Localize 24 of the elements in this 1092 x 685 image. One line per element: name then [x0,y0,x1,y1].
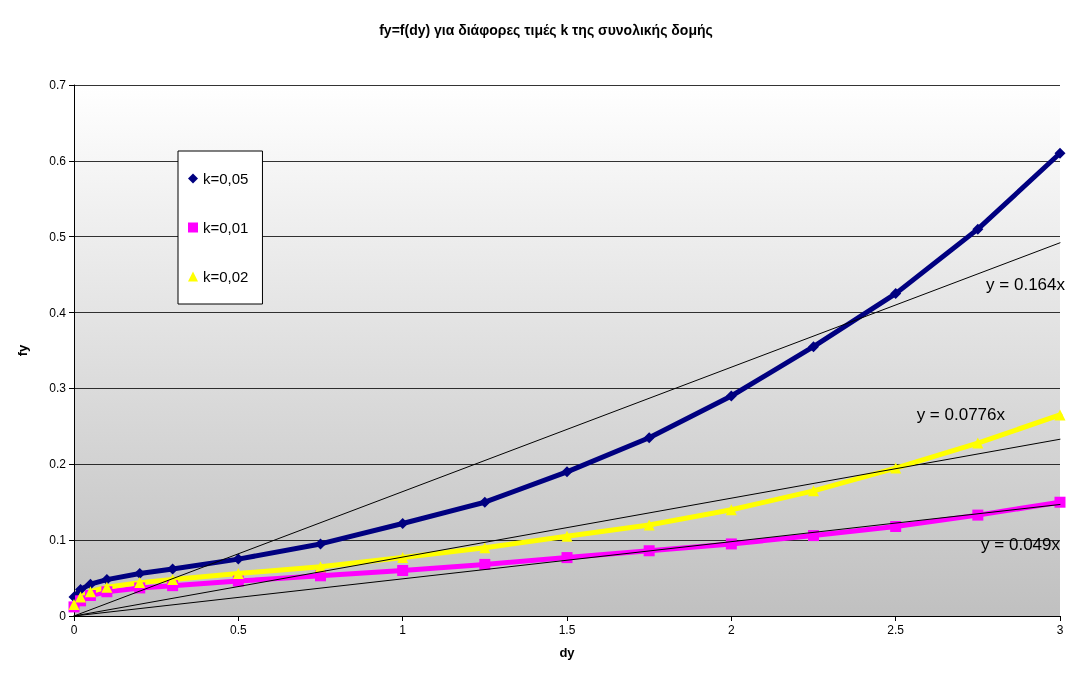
annotation: y = 0.164x [986,275,1066,295]
x-tick-label: 3 [1056,623,1064,637]
x-tick-label: 2.5 [887,623,905,637]
x-tick-label: 1.5 [558,623,576,637]
x-tick-label: 0.5 [229,623,247,637]
y-tick-label: 0.3 [49,381,67,396]
x-tick-label: 2 [727,623,735,637]
x-axis-title: dy [559,645,576,660]
x-tick-label: 0 [70,623,78,637]
legend-label: k=0,05 [203,170,249,187]
y-tick-label: 0.4 [49,305,67,320]
x-tick-label: 1 [399,623,407,637]
y-tick-label: 0.6 [49,153,67,168]
annotation: y = 0.049x [981,534,1061,554]
legend-label: k=0,01 [203,219,249,236]
y-tick-label: 0 [59,609,67,623]
annotation: y = 0.0776x [916,404,1006,424]
y-tick-label: 0.7 [49,78,67,92]
y-axis-title: fy [15,343,30,357]
legend-label: k=0,02 [203,268,249,285]
chart-title: fy=f(dy) για διάφορες τιμές k της συνολικής δομής [379,22,713,38]
y-tick-label: 0.5 [49,229,67,244]
y-tick-label: 0.1 [49,533,67,548]
y-tick-label: 0.2 [49,457,67,472]
